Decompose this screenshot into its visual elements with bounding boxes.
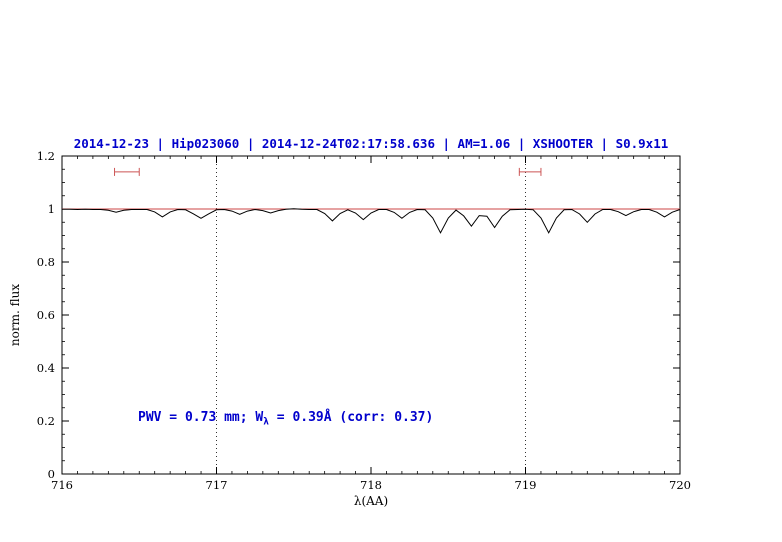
y-tick-label: 0.8 <box>37 255 55 269</box>
x-tick-label: 720 <box>669 478 691 492</box>
y-tick-label: 1.2 <box>37 149 55 163</box>
pwv-annotation-text-tail: = 0.39Å (corr: 0.37) <box>268 410 434 425</box>
y-tick-label: 0.4 <box>37 361 55 375</box>
y-tick-label: 0.2 <box>37 414 55 428</box>
x-tick-label: 716 <box>51 478 73 492</box>
series-layer <box>62 208 681 234</box>
marker-layer <box>114 167 542 176</box>
x-tick-label: 718 <box>360 478 382 492</box>
lambda-subscript: λ <box>263 416 269 428</box>
pwv-annotation: PWV = 0.73 mm; Wλ = 0.39Å (corr: 0.37) <box>138 410 433 428</box>
band-range-marker <box>114 167 140 176</box>
pwv-annotation-text: PWV = 0.73 mm; W <box>138 410 264 425</box>
axes-layer: 716 717 718 719 720 0 0.2 0.4 0.6 0.8 1 1.2 λ(AA) nor… <box>8 149 691 508</box>
x-tick-label: 717 <box>206 478 228 492</box>
y-tick-label: 0 <box>48 467 55 481</box>
y-tick-label: 1 <box>48 202 55 216</box>
band-range-marker <box>518 167 542 176</box>
plot-title: 2014-12-23 | Hip023060 | 2014-12-24T02:1… <box>73 136 669 151</box>
x-axis-label: λ(AA) <box>354 494 388 508</box>
y-tick-label: 0.6 <box>37 308 55 322</box>
y-axis-label: norm. flux <box>8 284 22 346</box>
x-tick-label: 719 <box>515 478 537 492</box>
observed-spectrum-line <box>62 208 681 234</box>
